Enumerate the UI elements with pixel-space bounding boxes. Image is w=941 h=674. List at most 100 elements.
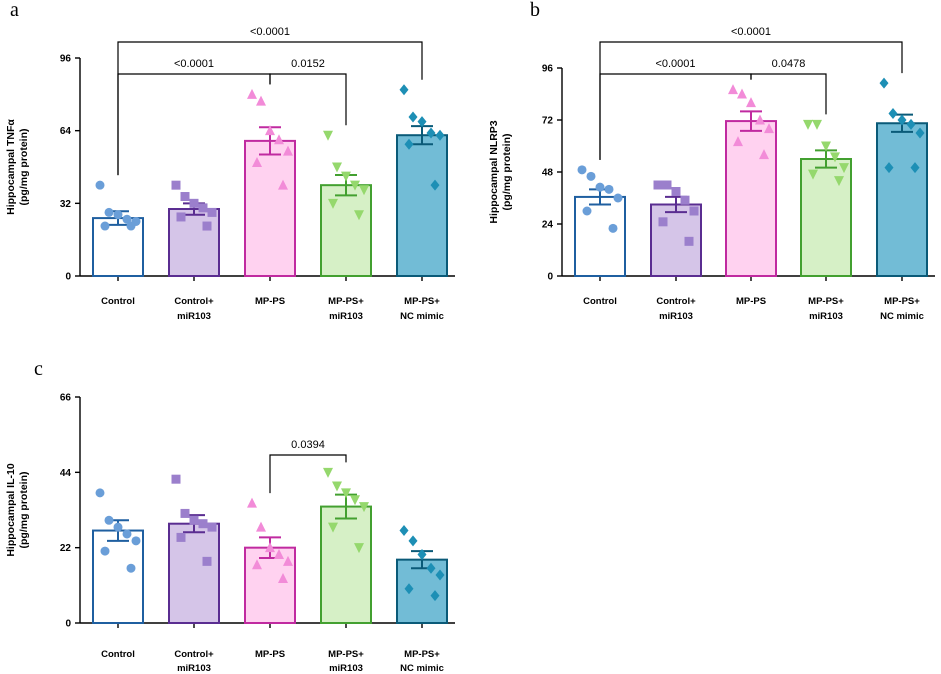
y-tick-label: 66	[60, 393, 72, 404]
x-tick-label: MP-PS+	[404, 649, 440, 660]
p-value-label: 0.0152	[291, 58, 325, 70]
y-tick-label: 96	[542, 64, 554, 75]
data-point	[252, 156, 262, 167]
data-point	[812, 119, 822, 130]
y-tick-label: 72	[542, 116, 554, 127]
bar	[244, 139, 296, 277]
data-point	[278, 572, 288, 583]
data-point	[100, 221, 110, 231]
data-point	[435, 569, 445, 581]
data-point	[613, 193, 623, 203]
x-tick-label: MP-PS+	[808, 296, 844, 307]
data-point	[332, 162, 342, 173]
x-tick-label: MP-PS	[255, 649, 285, 660]
data-point	[671, 187, 681, 196]
data-point	[653, 180, 663, 190]
data-point	[399, 525, 409, 537]
data-point	[746, 97, 756, 108]
p-value-label: 0.0394	[291, 439, 325, 451]
p-value-label: <0.0001	[655, 58, 695, 70]
bar	[396, 558, 448, 624]
data-point	[830, 152, 840, 163]
data-point	[247, 88, 257, 99]
bar	[320, 184, 372, 278]
data-point	[126, 221, 136, 231]
data-point	[198, 203, 208, 213]
data-point	[328, 198, 338, 209]
data-point	[684, 236, 694, 246]
data-point	[198, 519, 208, 529]
y-tick-label: 0	[65, 272, 71, 283]
data-point	[256, 521, 266, 532]
data-point	[910, 162, 920, 174]
data-point	[897, 114, 907, 126]
x-tick-label-line2: miR103	[329, 311, 363, 322]
y-tick-label: 64	[60, 126, 72, 137]
data-point	[126, 563, 136, 573]
bar	[92, 217, 144, 277]
data-point	[359, 185, 369, 196]
x-tick-label-line2: miR103	[329, 663, 363, 674]
data-point	[189, 198, 199, 208]
data-point	[350, 180, 360, 191]
data-point	[426, 127, 436, 139]
data-point	[680, 195, 690, 205]
data-point	[207, 522, 217, 532]
data-point	[122, 214, 132, 224]
data-point	[404, 138, 414, 150]
bar	[320, 505, 372, 624]
data-point	[404, 583, 414, 595]
data-point	[171, 180, 181, 190]
data-point	[95, 180, 105, 190]
data-point	[759, 149, 769, 160]
data-point	[202, 221, 212, 231]
data-point	[332, 481, 342, 492]
data-point	[733, 136, 743, 147]
bar	[725, 120, 777, 278]
data-point	[430, 179, 440, 191]
data-point	[417, 549, 427, 561]
data-point	[884, 162, 894, 174]
y-tick-label: 96	[60, 54, 72, 65]
y-tick-label: 24	[542, 220, 554, 231]
p-value-label: 0.0478	[772, 58, 806, 70]
bar	[574, 195, 626, 278]
bar	[876, 122, 928, 277]
data-point	[662, 180, 672, 190]
data-point	[755, 114, 765, 125]
data-point	[350, 495, 360, 506]
data-point	[202, 556, 212, 566]
data-point	[189, 515, 199, 525]
x-tick-label: Control	[583, 296, 617, 307]
data-point	[180, 192, 190, 202]
data-point	[608, 223, 618, 233]
data-point	[341, 488, 351, 499]
y-axis-label: Hippocampal NLRP3	[488, 120, 500, 223]
significance-bracket	[269, 73, 347, 126]
data-point	[430, 590, 440, 602]
data-point	[689, 206, 699, 216]
data-point	[176, 532, 186, 542]
data-point	[803, 119, 813, 130]
data-point	[274, 549, 284, 560]
y-tick-label: 32	[60, 199, 72, 210]
data-point	[100, 546, 110, 556]
data-point	[834, 176, 844, 187]
x-tick-label: Control+	[174, 649, 214, 660]
x-tick-label: Control+	[174, 296, 214, 307]
y-tick-label: 44	[60, 468, 72, 479]
data-point	[399, 84, 409, 96]
y-tick-label: 0	[547, 272, 553, 283]
data-point	[435, 129, 445, 141]
x-tick-label-line2: NC mimic	[880, 311, 924, 322]
data-point	[408, 535, 418, 547]
data-point	[247, 497, 257, 508]
data-point	[113, 210, 123, 220]
data-point	[323, 130, 333, 141]
data-point	[658, 217, 668, 227]
p-value-label: <0.0001	[174, 58, 214, 70]
y-axis-unit-label: (pg/mg protein)	[18, 472, 30, 549]
data-point	[764, 123, 774, 134]
y-axis-unit-label: (pg/mg protein)	[501, 134, 513, 211]
